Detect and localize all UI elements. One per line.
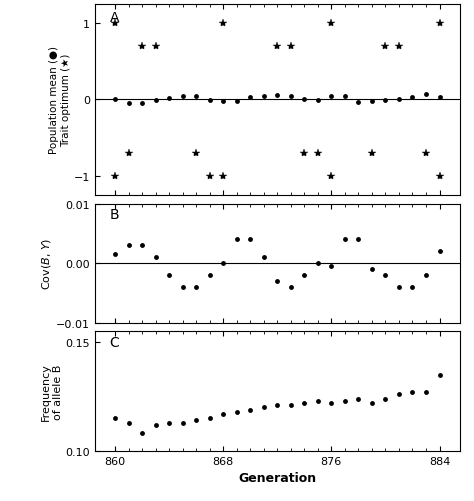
Text: A: A — [109, 11, 119, 25]
Y-axis label: Population mean (●)
Trait optimum (★): Population mean (●) Trait optimum (★) — [49, 47, 71, 154]
Y-axis label: Frequency
of allele B: Frequency of allele B — [41, 362, 63, 420]
Y-axis label: Cov($B$, $Y$): Cov($B$, $Y$) — [40, 237, 53, 290]
X-axis label: Generation: Generation — [238, 471, 316, 484]
Text: C: C — [109, 335, 119, 349]
Text: B: B — [109, 208, 119, 221]
